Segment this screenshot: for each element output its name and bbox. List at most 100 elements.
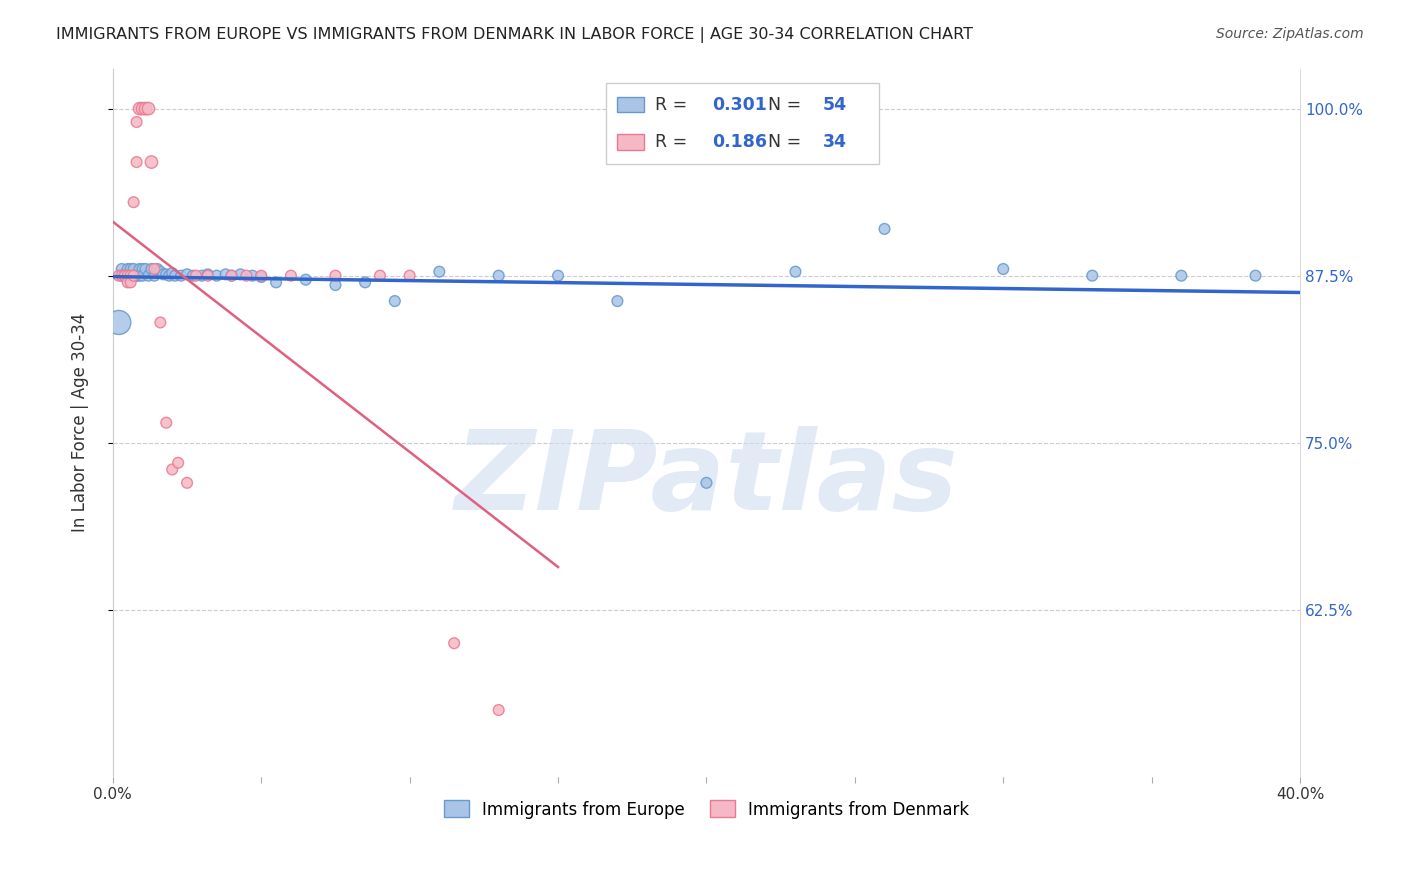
Point	[122, 268, 145, 283]
Point	[143, 268, 166, 283]
Point	[128, 102, 150, 116]
Point	[205, 268, 228, 283]
Point	[131, 262, 153, 277]
Point	[107, 268, 129, 283]
Point	[114, 268, 136, 283]
Text: 54: 54	[823, 95, 846, 113]
Text: 0.186: 0.186	[713, 133, 768, 151]
Point	[134, 102, 156, 116]
Point	[125, 268, 148, 283]
Point	[1244, 268, 1267, 283]
Point	[240, 268, 263, 283]
Point	[170, 268, 193, 283]
Point	[993, 262, 1015, 277]
Point	[165, 268, 187, 283]
Point	[191, 268, 214, 283]
Point	[214, 268, 236, 282]
Text: IMMIGRANTS FROM EUROPE VS IMMIGRANTS FROM DENMARK IN LABOR FORCE | AGE 30-34 COR: IMMIGRANTS FROM EUROPE VS IMMIGRANTS FRO…	[56, 27, 973, 43]
Point	[160, 462, 183, 476]
Point	[250, 268, 273, 283]
Text: 0.301: 0.301	[713, 95, 768, 113]
Y-axis label: In Labor Force | Age 30-34: In Labor Force | Age 30-34	[72, 313, 89, 533]
Point	[143, 262, 166, 277]
Point	[325, 278, 347, 293]
Point	[695, 475, 717, 490]
Text: R =: R =	[655, 95, 693, 113]
Point	[1081, 268, 1104, 283]
Text: N =: N =	[768, 95, 807, 113]
Point	[184, 268, 207, 283]
Point	[149, 265, 172, 279]
Point	[111, 262, 134, 277]
Text: ZIPatlas: ZIPatlas	[454, 425, 959, 533]
Point	[176, 475, 198, 490]
Text: Source: ZipAtlas.com: Source: ZipAtlas.com	[1216, 27, 1364, 41]
Point	[128, 268, 150, 283]
Point	[111, 268, 134, 283]
Point	[120, 276, 142, 290]
Point	[117, 268, 139, 283]
Point	[149, 315, 172, 329]
Point	[221, 268, 243, 283]
Point	[427, 265, 450, 279]
Point	[114, 268, 136, 283]
Text: R =: R =	[655, 133, 693, 151]
Legend: Immigrants from Europe, Immigrants from Denmark: Immigrants from Europe, Immigrants from …	[437, 794, 976, 825]
Point	[488, 268, 510, 283]
Point	[117, 268, 139, 283]
Point	[197, 268, 219, 283]
Point	[368, 268, 391, 283]
Point	[280, 268, 302, 283]
Point	[250, 270, 273, 285]
Point	[221, 268, 243, 283]
Point	[1170, 268, 1192, 283]
Point	[125, 268, 148, 283]
Point	[131, 102, 153, 116]
Point	[117, 262, 139, 277]
Point	[138, 102, 160, 116]
Point	[157, 268, 180, 283]
Point	[138, 268, 160, 283]
Point	[114, 268, 136, 283]
Point	[229, 268, 252, 282]
FancyBboxPatch shape	[606, 83, 879, 164]
Point	[125, 155, 148, 169]
Point	[264, 276, 287, 290]
Point	[181, 268, 204, 283]
Point	[120, 268, 142, 283]
Point	[134, 262, 156, 277]
Point	[873, 222, 896, 236]
Point	[107, 315, 129, 329]
Point	[235, 268, 257, 283]
Point	[398, 268, 420, 283]
Point	[785, 265, 807, 279]
Point	[117, 276, 139, 290]
Point	[384, 294, 406, 309]
Point	[111, 268, 134, 283]
Point	[128, 262, 150, 277]
Point	[176, 268, 198, 282]
Point	[141, 155, 163, 169]
Point	[488, 703, 510, 717]
Point	[155, 416, 177, 430]
Point	[125, 115, 148, 129]
Point	[155, 268, 177, 282]
Point	[122, 195, 145, 210]
Point	[120, 262, 142, 277]
Point	[443, 636, 465, 650]
Point	[354, 276, 377, 290]
Text: N =: N =	[768, 133, 807, 151]
Point	[197, 268, 219, 282]
Point	[120, 268, 142, 283]
Text: 34: 34	[823, 133, 846, 151]
Point	[146, 262, 169, 277]
FancyBboxPatch shape	[617, 97, 644, 112]
Point	[167, 456, 190, 470]
Point	[152, 268, 174, 282]
Point	[122, 262, 145, 277]
FancyBboxPatch shape	[617, 135, 644, 150]
Point	[160, 266, 183, 280]
Point	[606, 294, 628, 309]
Point	[141, 262, 163, 277]
Point	[294, 273, 316, 287]
